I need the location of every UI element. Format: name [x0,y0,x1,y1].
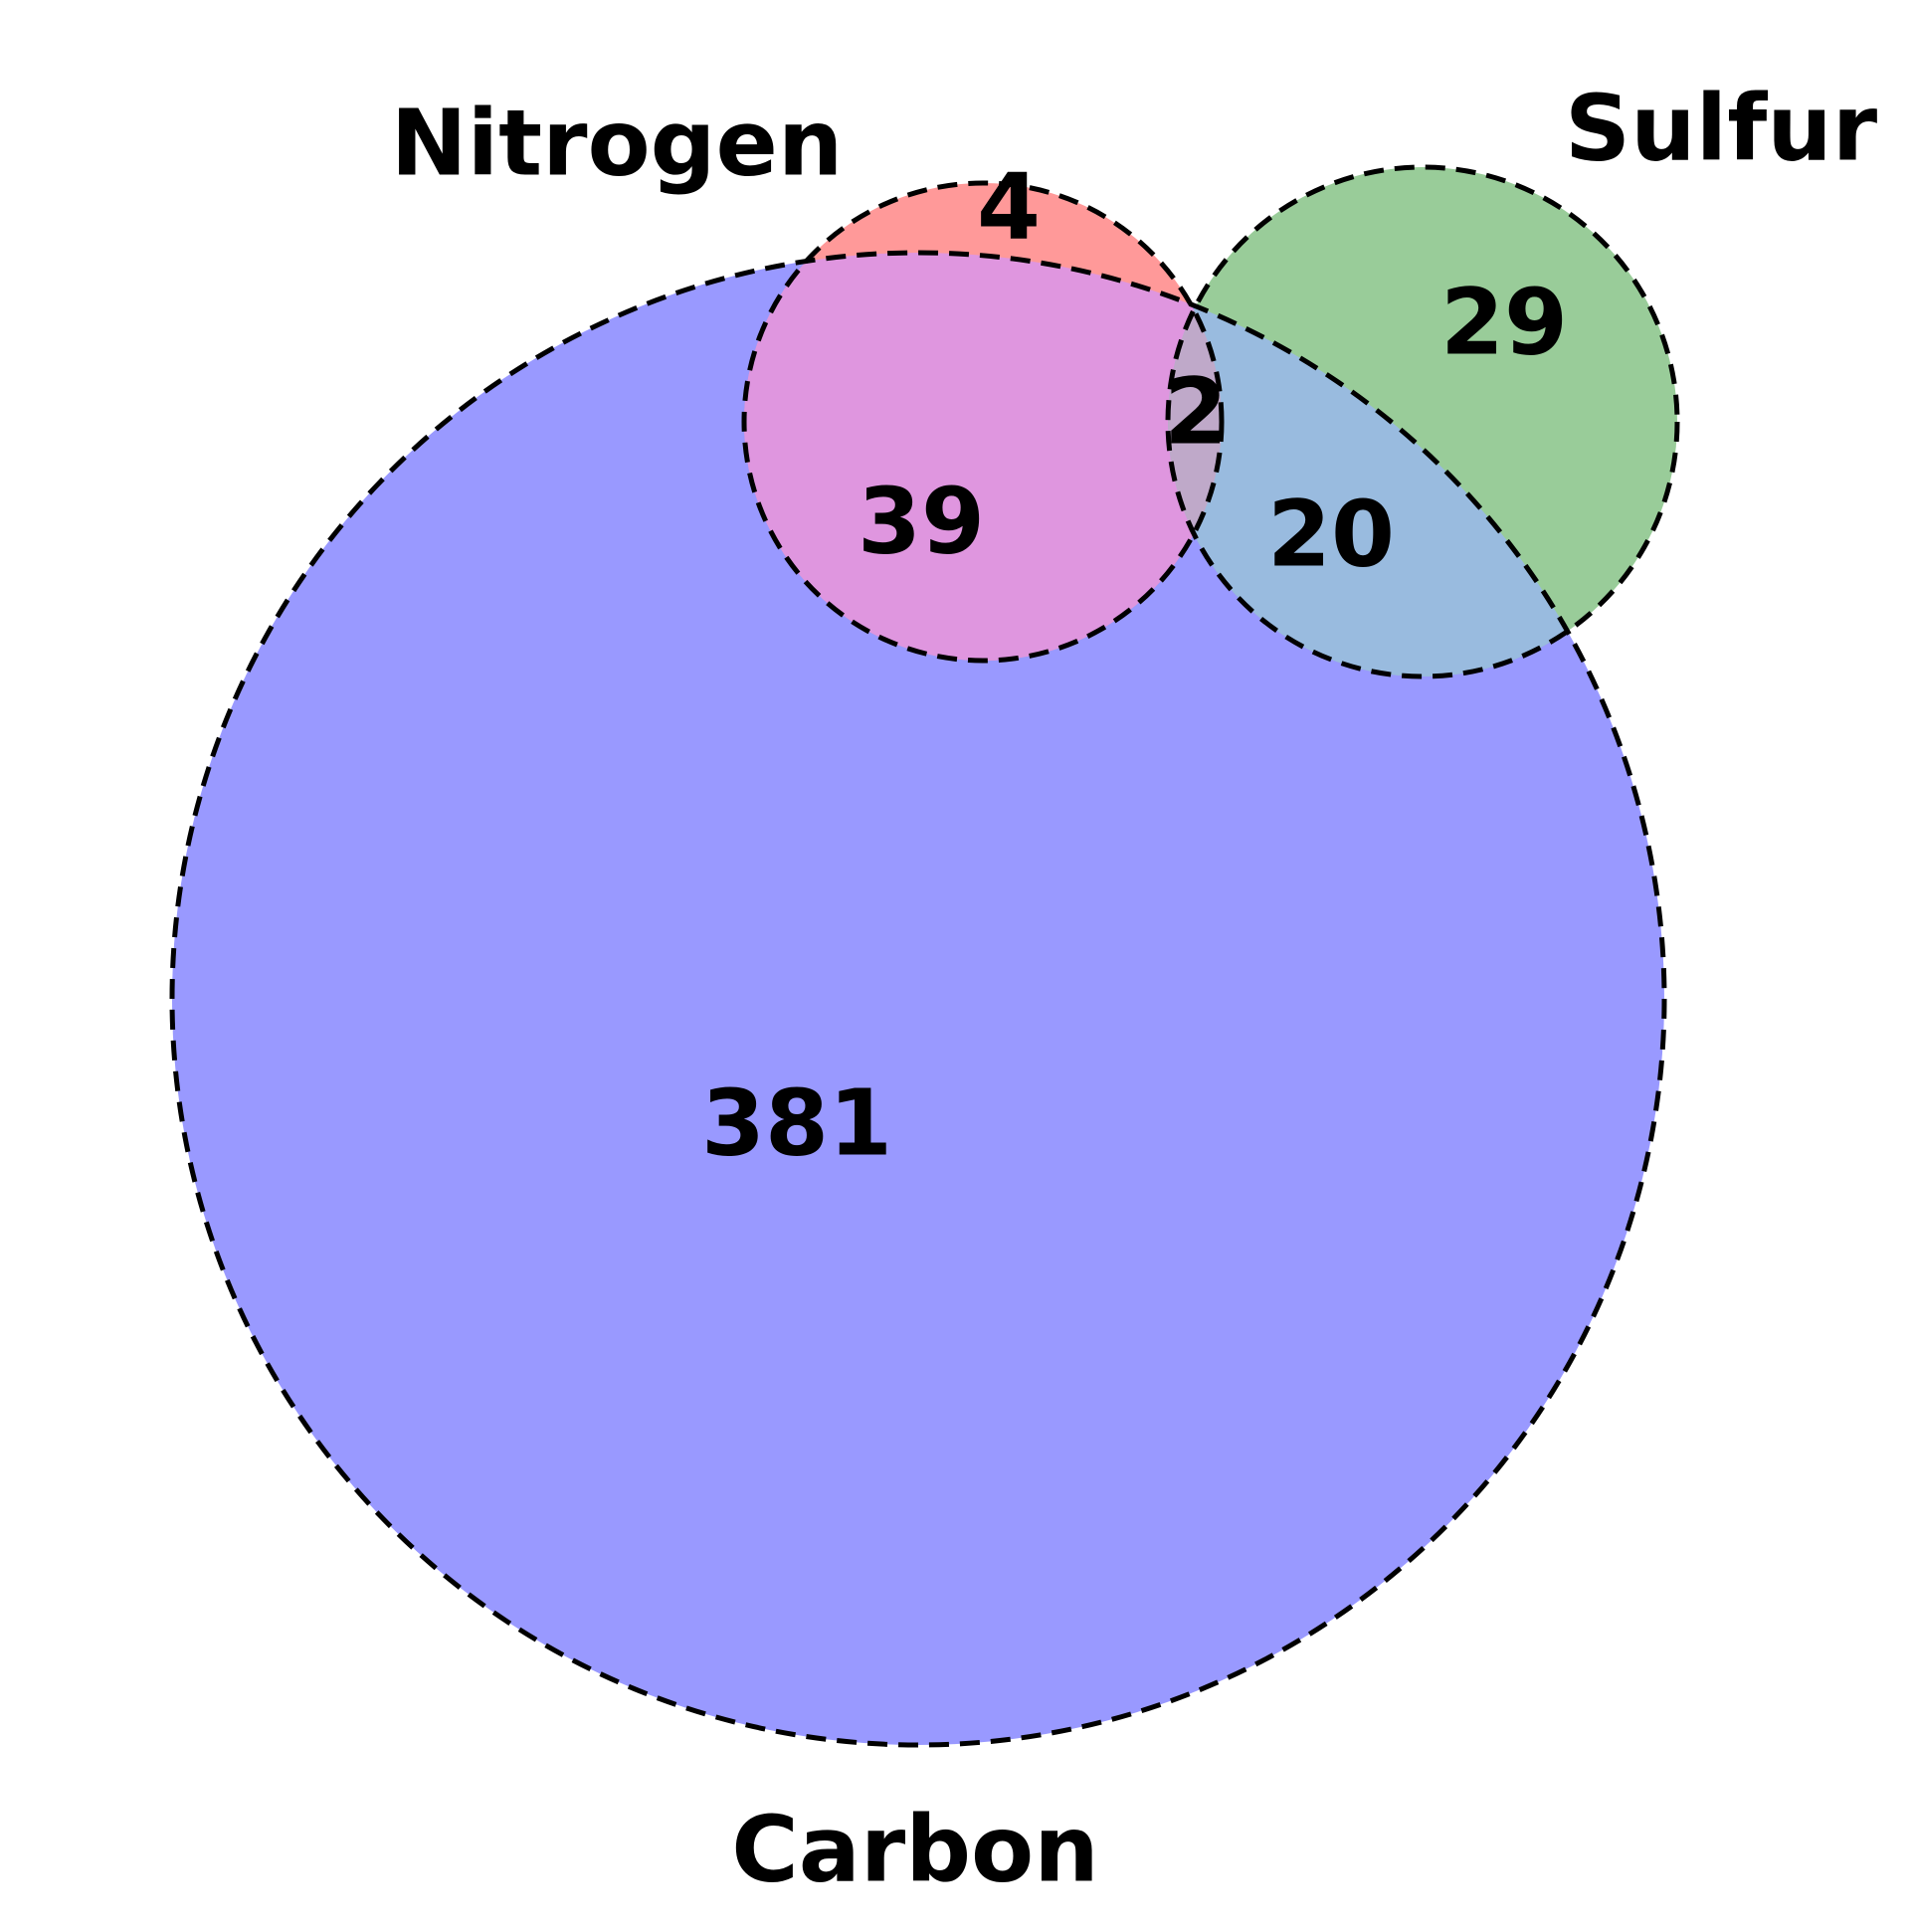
sulfur-label: Sulfur [1565,75,1878,181]
sulfur-carbon-count: 20 [1267,481,1395,587]
nitrogen-outline [741,180,1225,664]
carbon-outline [169,250,1667,1748]
nitrogen-carbon-region [744,253,1222,661]
nitrogen-sulfur-carbon-count: 2 [1164,358,1228,465]
carbon-only-count: 381 [701,1069,892,1176]
sulfur-only-count: 29 [1440,269,1568,375]
sulfur-outline [1165,164,1680,679]
nitrogen-label: Nitrogen [391,90,844,196]
carbon-label: Carbon [731,1796,1099,1902]
nitrogen-only-count: 4 [977,153,1041,260]
nitrogen-carbon-count: 39 [858,468,985,574]
